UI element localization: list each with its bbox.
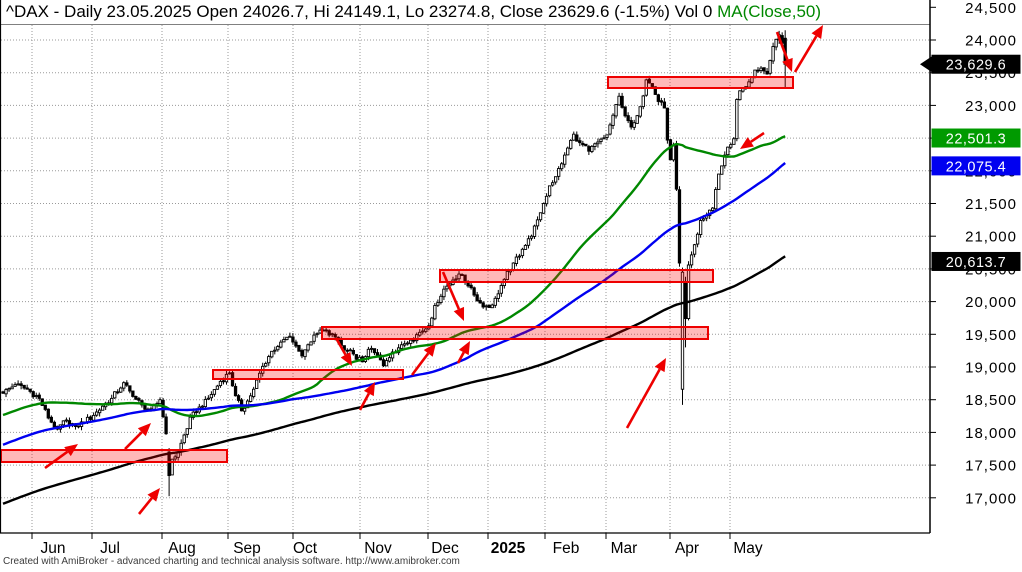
y-axis-label: 17,500 (965, 458, 1017, 475)
resistance-zone (0, 449, 228, 463)
y-axis-label: 19,000 (965, 360, 1017, 377)
price-callout (931, 156, 1021, 176)
x-axis-month-label: May (733, 540, 763, 557)
amibroker-credit-link[interactable]: Created with AmiBroker - advanced charti… (3, 556, 460, 567)
resistance-zone (212, 369, 404, 380)
y-axis-label: 24,000 (965, 33, 1017, 50)
arrow-head (340, 351, 352, 366)
y-axis-label: 23,000 (965, 98, 1017, 115)
candlesticks (1, 30, 787, 497)
x-axis-month-label: Jun (41, 540, 66, 557)
x-axis-month-label: Jul (100, 540, 120, 557)
price-callout-value: 20,613.7 (946, 255, 1006, 271)
price-callouts: 23,629.6 22,501.3 22,075.4 20,613.7 (920, 54, 1021, 271)
axes-frame (0, 0, 936, 539)
ma-line-50 (2, 135, 786, 418)
x-axis-labels: Jun Jul Aug Sep Oct Nov Dec 2025 Feb Mar Apr May (41, 540, 763, 557)
arrow-head (64, 444, 78, 457)
price-callout (931, 251, 1021, 271)
arrow-head (453, 306, 465, 321)
chart-title-ohlc: ^DAX - Daily 23.05.2025 Open 24026.7, Hi… (6, 2, 718, 21)
x-axis-month-label: Apr (675, 540, 699, 557)
arrow-head (137, 423, 151, 437)
resistance-zone (439, 269, 714, 283)
y-axis-label: 18,500 (965, 392, 1017, 409)
annotation-arrows (44, 25, 823, 515)
resistance-zone (607, 76, 794, 89)
y-axis-label: 24,500 (965, 0, 1017, 17)
chart-title-indicator: MA(Close,50) (717, 2, 822, 21)
y-axis-label: 17,000 (965, 490, 1017, 507)
price-callout-value: 23,629.6 (946, 58, 1006, 74)
price-callout-value: 22,075.4 (946, 159, 1006, 175)
chart-title: ^DAX - Daily 23.05.2025 Open 24026.7, Hi… (6, 2, 821, 22)
y-axis-label: 19,500 (965, 327, 1017, 344)
y-axis-label: 20,000 (965, 294, 1017, 311)
arrow-head (654, 358, 666, 373)
x-axis-month-label: Aug (168, 540, 196, 557)
x-axis-month-label: Dec (431, 540, 459, 557)
arrow-head (458, 341, 470, 356)
y-axis-label: 21,000 (965, 229, 1017, 246)
y-axis-label: 18,000 (965, 425, 1017, 442)
x-axis-month-label: Mar (611, 540, 638, 557)
resistance-zone (321, 326, 709, 340)
arrow-head (147, 488, 160, 502)
arrow-head (782, 57, 793, 72)
y-axis-label: 21,500 (965, 196, 1017, 213)
arrow-head (363, 382, 375, 397)
x-axis-month-label: Oct (293, 540, 318, 557)
price-callout (931, 128, 1021, 148)
price-callout-value: 22,501.3 (946, 132, 1006, 148)
arrow-head (811, 25, 823, 40)
price-callout (931, 54, 1021, 74)
gridlines (0, 24, 930, 533)
arrow-head (740, 137, 754, 149)
arrow-head (423, 343, 436, 357)
x-axis-month-label: 2025 (491, 540, 526, 557)
x-axis-month-label: Feb (553, 540, 580, 557)
x-axis-month-label: Sep (233, 540, 261, 557)
x-axis-month-label: Nov (364, 540, 392, 557)
